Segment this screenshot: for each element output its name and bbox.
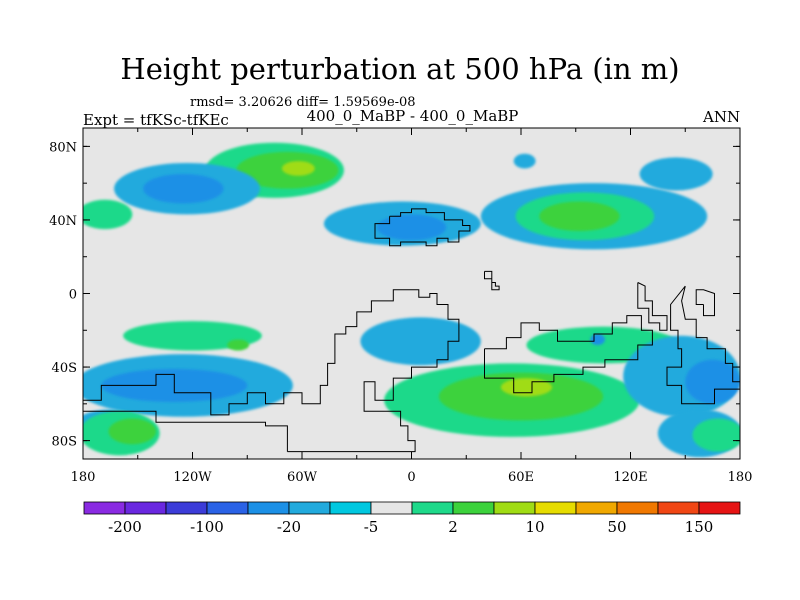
colorbar-label: -100 [190, 518, 224, 536]
y-tick-label: 40S [52, 361, 77, 376]
contour-green-n-asia-core [539, 201, 620, 231]
plot-subtitle: 400_0_MaBP - 400_0_MaBP [306, 107, 519, 125]
contour-green-s-pacific-core [227, 339, 250, 351]
colorbar-swatch [83, 501, 126, 515]
contour-cyan-ne-pacific [639, 157, 713, 191]
colorbar-swatch [534, 501, 577, 515]
coastlines [83, 208, 740, 453]
contour-green-se-corner [692, 418, 740, 452]
y-tick-label: 80S [52, 435, 77, 450]
season-label: ANN [703, 108, 741, 126]
x-tick-label: 120W [173, 470, 212, 485]
coastline-east-spine [666, 285, 740, 405]
contour-green-w-edge [83, 199, 133, 230]
colorbar-swatch [165, 501, 208, 515]
contour-cyan-s-atlantic [360, 317, 481, 366]
y-tick-label: 80N [49, 140, 77, 155]
colorbar-label: -200 [108, 518, 142, 536]
colorbar-swatch [452, 501, 495, 515]
coastline-east-peninsula [637, 282, 668, 331]
colorbar-label: -20 [277, 518, 301, 536]
colorbar-swatch [616, 501, 659, 515]
colorbar-swatch [575, 501, 618, 515]
contour-yellow-s-indian [500, 378, 553, 397]
colorbar: -200 -100 -20 -5 2 10 50 150 [83, 501, 741, 536]
colorbar-swatch [329, 501, 372, 515]
contour-blue-n-america-core [143, 173, 224, 204]
colorbar-swatch [288, 501, 331, 515]
colorbar-swatch [124, 501, 167, 515]
plot-title: Height perturbation at 500 hPa (in m) [120, 52, 680, 86]
colorbar-swatch [657, 501, 700, 515]
colorbar-swatch [206, 501, 249, 515]
coastline-north-block [374, 208, 471, 247]
contour-green-s-indian-core [438, 372, 604, 421]
colorbar-swatch [370, 501, 413, 515]
contour-green-sw-core [108, 418, 156, 445]
map-field [83, 128, 740, 459]
x-tick-label: 180 [71, 470, 96, 485]
experiment-label: Expt = tfKSc-tfKEc [83, 111, 229, 129]
colorbar-label: 50 [607, 518, 626, 536]
contour-green-s-pacific [123, 321, 262, 351]
colorbar-swatch [247, 501, 290, 515]
x-tick-label: 60E [508, 470, 534, 485]
colorbar-label: 10 [525, 518, 544, 536]
y-tick-label: 0 [69, 288, 77, 303]
contour-blue-arctic [513, 153, 536, 169]
axis-ticks: 80N 40N 0 40S 80S 180 120W 60W 0 60E 120E 180 [49, 128, 752, 485]
contour-yellow-n-pacific [281, 161, 315, 176]
x-tick-label: 60W [287, 470, 318, 485]
colorbar-label: -5 [364, 518, 379, 536]
coastline-east-hook [695, 289, 715, 317]
coastline-small-island [484, 270, 500, 291]
contour-blue-small-e [590, 333, 605, 345]
rmsd-stats: rmsd= 3.20626 diff= 1.59569e-08 [190, 95, 416, 110]
x-tick-label: 120E [613, 470, 647, 485]
x-tick-label: 0 [407, 470, 415, 485]
colorbar-swatch [698, 501, 741, 515]
contour-blue-n-europe [376, 214, 447, 241]
colorbar-label: 150 [685, 518, 714, 536]
x-tick-label: 180 [728, 470, 753, 485]
coastline-south-indian [484, 315, 653, 394]
y-tick-label: 40N [49, 214, 77, 229]
colorbar-label: 2 [448, 518, 458, 536]
colorbar-swatch [493, 501, 536, 515]
colorbar-swatch [411, 501, 454, 515]
coastline-south-block [83, 289, 460, 453]
contour-blue-australia [685, 359, 740, 404]
